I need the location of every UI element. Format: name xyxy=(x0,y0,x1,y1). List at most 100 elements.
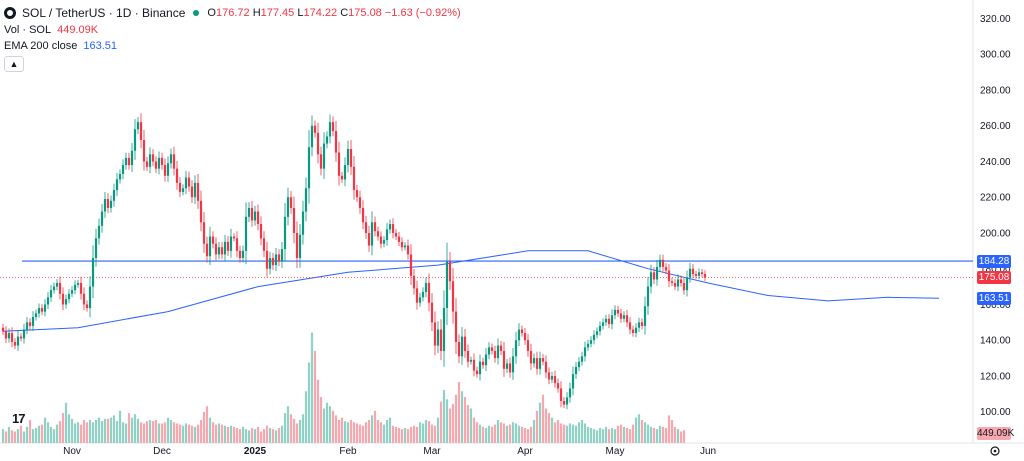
volume-bar xyxy=(436,417,440,443)
volume-bar xyxy=(250,428,254,443)
candle xyxy=(694,270,698,279)
volume-bar xyxy=(373,410,377,443)
volume-bar xyxy=(427,421,431,443)
volume-bar xyxy=(412,425,416,443)
volume-bar xyxy=(319,397,323,443)
volume-bar xyxy=(676,429,680,443)
candle xyxy=(556,378,560,393)
volume-bar xyxy=(187,424,191,443)
candle xyxy=(211,231,215,249)
candle xyxy=(691,264,695,279)
volume-bar xyxy=(292,418,296,443)
volume-bar xyxy=(331,410,335,443)
volume-bar xyxy=(583,423,587,443)
volume-bar xyxy=(58,421,62,443)
volume-bar xyxy=(184,423,188,443)
volume-bar xyxy=(223,425,227,443)
volume-bar xyxy=(61,413,65,443)
time-axis[interactable]: Nov Dec 2025 Feb Mar Apr May Jun xyxy=(63,446,716,457)
candle xyxy=(478,354,482,381)
volume-bar xyxy=(310,332,314,443)
candle xyxy=(178,177,182,198)
volume-bar xyxy=(523,428,527,443)
ema-path xyxy=(2,250,940,332)
x-tick-label: 2025 xyxy=(244,446,267,457)
volume-bar xyxy=(529,426,533,443)
volume-bar xyxy=(337,420,341,443)
candle xyxy=(295,221,299,269)
volume-bar xyxy=(364,422,368,443)
volume-bar xyxy=(136,418,140,443)
volume-bar xyxy=(175,423,179,443)
candle xyxy=(58,276,62,300)
tradingview-logo[interactable]: 17 xyxy=(12,411,26,426)
candle xyxy=(361,200,365,230)
ema-label: EMA 200 close xyxy=(4,40,78,52)
volume-bar xyxy=(595,430,599,443)
candle xyxy=(529,343,533,370)
volume-bar xyxy=(349,420,353,443)
volume-bar xyxy=(217,423,221,443)
volume-bar xyxy=(298,420,302,443)
volume-bar xyxy=(409,426,413,443)
volume-bar xyxy=(607,429,611,443)
candle xyxy=(214,237,218,261)
volume-bar xyxy=(232,426,236,443)
volume-bar xyxy=(502,423,506,443)
candle xyxy=(19,333,23,342)
y-tick-label: 140.00 xyxy=(980,336,1011,347)
volume-bar xyxy=(673,426,677,443)
volume-bar xyxy=(301,414,305,443)
volume-bar xyxy=(586,426,590,443)
candle xyxy=(4,326,8,344)
candle xyxy=(601,318,605,330)
candle xyxy=(235,231,239,258)
x-tick-label: Jun xyxy=(700,446,716,457)
volume-bar xyxy=(13,431,17,443)
candle xyxy=(586,339,590,351)
candle xyxy=(346,140,350,173)
candle xyxy=(202,212,206,253)
volume-bar xyxy=(67,414,71,443)
volume-bar xyxy=(655,429,659,443)
volume-bar xyxy=(610,428,614,443)
volume-bar xyxy=(430,424,434,443)
candle xyxy=(25,317,29,335)
volume-bar xyxy=(352,422,356,443)
candle xyxy=(496,338,500,365)
candle xyxy=(286,187,290,226)
symbol-title[interactable]: SOL / TetherUS · 1D · Binance xyxy=(22,6,186,20)
volume-bar xyxy=(652,428,656,443)
settings-gear-icon[interactable] xyxy=(990,446,1000,456)
volume-bars xyxy=(1,332,686,443)
volume-bar xyxy=(139,422,143,443)
volume-bar xyxy=(100,421,104,443)
volume-bar xyxy=(55,424,59,443)
volume-bar xyxy=(475,422,479,443)
y-tick-label: 240.00 xyxy=(980,157,1011,168)
volume-bar xyxy=(28,420,32,443)
candle xyxy=(1,323,5,335)
volume-bar xyxy=(40,424,44,443)
x-tick-label: Mar xyxy=(423,446,441,457)
ema-legend-row[interactable]: EMA 200 close 163.51 xyxy=(4,38,461,54)
candle xyxy=(244,202,248,264)
volume-legend-row[interactable]: Vol · SOL 449.09K xyxy=(4,22,461,38)
candle xyxy=(145,156,149,171)
candle xyxy=(331,116,335,137)
volume-bar xyxy=(472,417,476,443)
volume-bar xyxy=(271,429,275,443)
candle xyxy=(580,351,584,366)
candle xyxy=(613,305,617,320)
volume-bar xyxy=(355,423,359,443)
volume-bar xyxy=(169,420,173,443)
candle xyxy=(91,245,95,299)
candle xyxy=(196,173,200,209)
volume-bar xyxy=(457,382,461,443)
candle xyxy=(187,171,191,192)
y-tick-label: 200.00 xyxy=(980,228,1011,239)
price-axis[interactable]: 100.00 120.00 140.00 160.00 180.00 200.00 220.… xyxy=(980,14,1011,418)
collapse-legend-button[interactable]: ▲ xyxy=(4,56,24,72)
y-tick-label: 180.00 xyxy=(980,264,1011,275)
